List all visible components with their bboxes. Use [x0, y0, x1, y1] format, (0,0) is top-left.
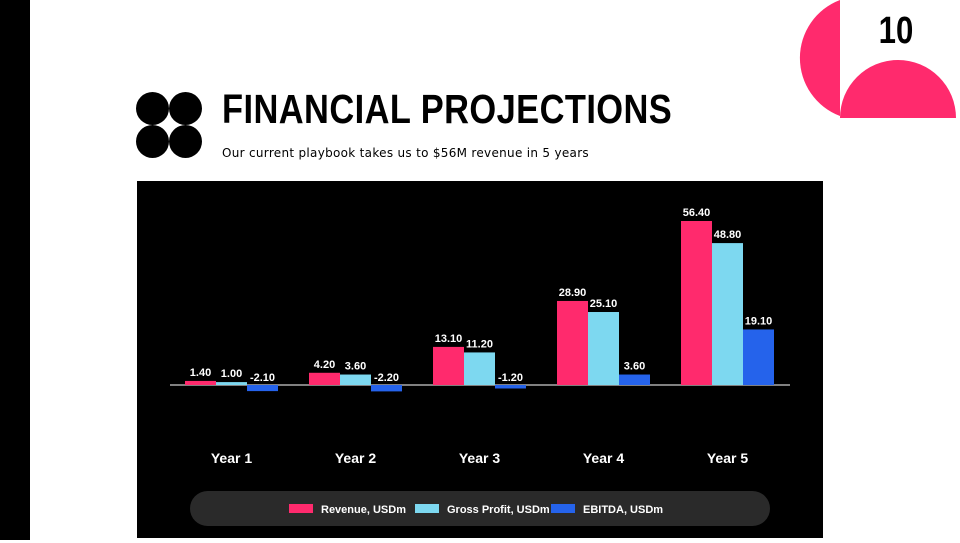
page-title: FINANCIAL PROJECTIONS: [222, 86, 673, 132]
corner-quarter-shape: [799, 0, 840, 116]
data-label: 13.10: [435, 333, 463, 345]
bar-year-1-series-2: [247, 385, 278, 392]
data-label: 3.60: [345, 361, 366, 373]
bar-year-2-series-0: [309, 372, 340, 385]
x-tick-label: Year 5: [707, 450, 748, 466]
left-edge-bar: [0, 0, 30, 540]
legend-label: Revenue, USDm: [321, 504, 406, 516]
legend-swatch: [551, 504, 575, 513]
legend-label: Gross Profit, USDm: [447, 504, 550, 516]
page-subtitle: Our current playbook takes us to $56M re…: [222, 146, 589, 160]
bar-year-3-series-2: [495, 385, 526, 389]
bar-chart: 1.40 1.00 -2.10 Year 1 4.20 3.60 -2.20 Year 2 13…: [170, 207, 790, 526]
data-label: 3.60: [624, 361, 645, 373]
legend-label: EBITDA, USDm: [583, 504, 663, 516]
data-label: 25.10: [590, 298, 618, 310]
data-label: 19.10: [745, 315, 773, 327]
bar-year-5-series-0: [681, 221, 712, 385]
data-label: -2.20: [374, 372, 399, 384]
corner-decoration: [799, 0, 956, 118]
x-tick-label: Year 3: [459, 450, 500, 466]
bar-year-4-series-0: [557, 300, 588, 385]
x-tick-label: Year 2: [335, 450, 376, 466]
data-label: 28.90: [559, 287, 587, 299]
bar-year-2-series-1: [340, 374, 371, 385]
bar-year-5-series-1: [712, 243, 743, 385]
bar-year-2-series-2: [371, 385, 402, 392]
data-label: 48.80: [714, 229, 742, 241]
bar-year-3-series-0: [433, 346, 464, 385]
legend-background: [190, 491, 770, 526]
data-label: -2.10: [250, 372, 275, 384]
bar-year-1-series-1: [216, 382, 247, 385]
data-label: 11.20: [466, 338, 493, 350]
x-tick-label: Year 1: [211, 450, 252, 466]
data-label: -1.20: [498, 372, 523, 384]
data-label: 4.20: [314, 359, 335, 371]
corner-half-circle-shape: [840, 60, 956, 118]
data-label: 56.40: [683, 207, 711, 219]
x-tick-label: Year 4: [583, 450, 624, 466]
bar-year-5-series-2: [743, 329, 774, 385]
bar-year-4-series-1: [588, 312, 619, 385]
legend-swatch: [289, 504, 313, 513]
bar-year-4-series-2: [619, 374, 650, 385]
bar-year-3-series-1: [464, 352, 495, 385]
bar-year-1-series-0: [185, 380, 216, 385]
data-label: 1.40: [190, 367, 211, 379]
chart-panel: 1.40 1.00 -2.10 Year 1 4.20 3.60 -2.20 Year 2 13…: [137, 181, 823, 538]
page-number: 10: [878, 10, 914, 52]
data-label: 1.00: [221, 368, 242, 380]
four-circles-logo: [136, 92, 202, 158]
legend-swatch: [415, 504, 439, 513]
